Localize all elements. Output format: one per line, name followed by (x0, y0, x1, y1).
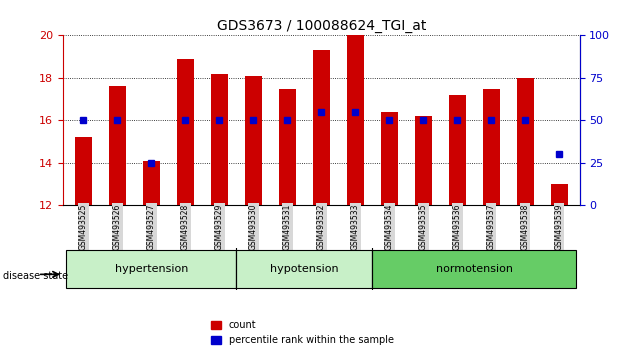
Text: GSM493539: GSM493539 (554, 203, 564, 250)
Text: GSM493526: GSM493526 (113, 203, 122, 250)
Bar (381, 112, 398, 205)
Text: GSM493537: GSM493537 (487, 203, 496, 250)
Text: hypotension: hypotension (270, 264, 338, 274)
Text: GSM493527: GSM493527 (147, 203, 156, 250)
Bar (177, 59, 194, 205)
Bar (551, 184, 568, 205)
Text: GSM493536: GSM493536 (453, 203, 462, 250)
Bar (279, 88, 296, 205)
Bar (245, 76, 262, 205)
Text: GSM493532: GSM493532 (317, 203, 326, 250)
Bar (75, 137, 92, 205)
Text: disease state: disease state (3, 271, 68, 281)
Text: GSM493529: GSM493529 (215, 203, 224, 250)
Bar (517, 78, 534, 205)
Legend: count, percentile rank within the sample: count, percentile rank within the sample (207, 316, 398, 349)
Text: GSM493534: GSM493534 (385, 203, 394, 250)
Bar (211, 74, 228, 205)
FancyBboxPatch shape (372, 250, 576, 288)
Bar (449, 95, 466, 205)
FancyBboxPatch shape (236, 250, 372, 288)
Text: GSM493535: GSM493535 (419, 203, 428, 250)
Text: GSM493538: GSM493538 (521, 203, 530, 250)
Bar (109, 86, 126, 205)
Bar (483, 88, 500, 205)
Text: GSM493525: GSM493525 (79, 203, 88, 250)
Text: GSM493530: GSM493530 (249, 203, 258, 250)
Text: hypertension: hypertension (115, 264, 188, 274)
Bar (313, 50, 329, 205)
Text: GSM493528: GSM493528 (181, 204, 190, 250)
Text: GSM493531: GSM493531 (283, 203, 292, 250)
Bar (143, 161, 160, 205)
Text: GSM493533: GSM493533 (351, 203, 360, 250)
Bar (346, 35, 364, 205)
Text: normotension: normotension (436, 264, 513, 274)
FancyBboxPatch shape (66, 250, 236, 288)
Title: GDS3673 / 100088624_TGI_at: GDS3673 / 100088624_TGI_at (217, 19, 426, 33)
Bar (415, 116, 432, 205)
